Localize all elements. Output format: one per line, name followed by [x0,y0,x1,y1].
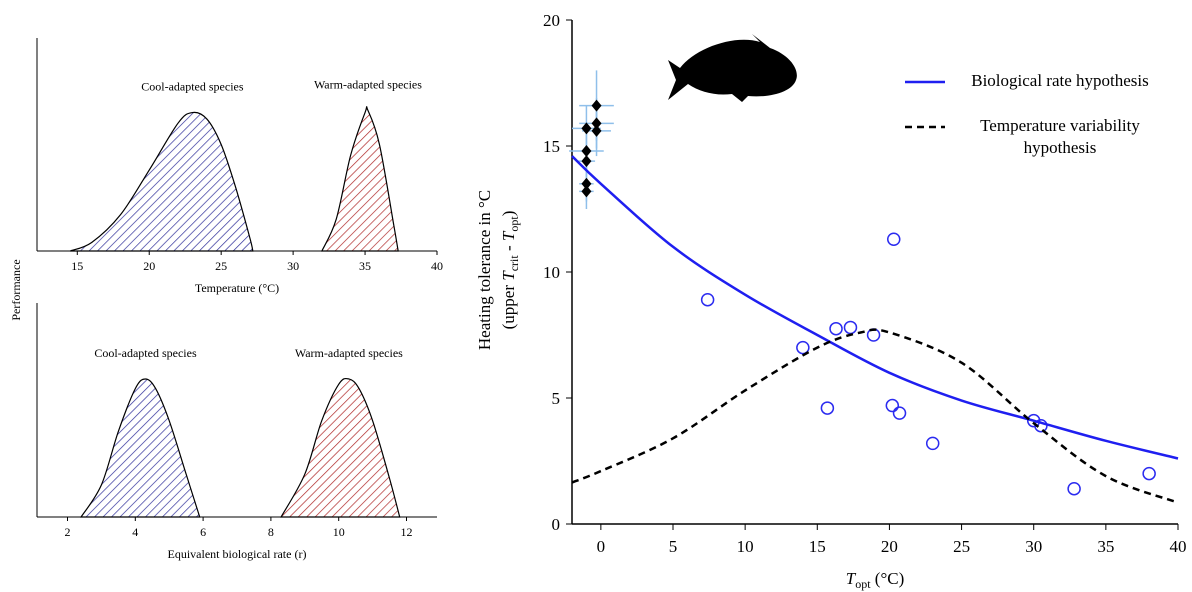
x-tick-label: 25 [953,537,970,556]
x-tick-label: 20 [881,537,898,556]
y-label-part: T [499,270,518,281]
legend-entry: Biological rate hypothesis [971,71,1149,90]
x-tick-label: 35 [1097,537,1114,556]
x-tick-label: 40 [431,259,443,273]
y-label-part: (upper [499,281,518,330]
y-label-part: T [499,230,518,241]
x-tick-label: 4 [132,525,138,539]
x-label-part: opt [855,577,871,591]
data-point [1026,413,1041,428]
x-tick-label: 15 [71,259,83,273]
y-label-part: ) [499,211,518,217]
legend-label: Temperature variability hypothesis [980,116,1140,157]
data-point [700,292,715,307]
data-point [820,401,835,415]
hypothesis-line [571,155,1179,460]
x-axis-label: Topt (°C) [846,569,905,591]
diamond-point [591,99,602,112]
data-point [892,406,907,420]
x-tick-label: 15 [809,537,826,556]
data-point [1067,481,1081,496]
y-tick-label: 0 [552,515,561,534]
x-label-part: T [846,569,857,588]
x-tick-label: 2 [65,525,71,539]
data-point [1142,466,1156,481]
diamond-point [581,122,592,135]
x-tick-label: 12 [400,525,412,539]
x-tick-label: 20 [143,259,155,273]
performance-curve [320,106,399,252]
x-tick-label: 35 [359,259,371,273]
diamond-point [581,145,592,158]
data-point [885,398,900,413]
data-point [796,340,810,355]
y-axis-label: Heating tolerance in °C [475,190,494,350]
x-tick-label: 0 [597,537,606,556]
x-tick-label: 6 [200,525,206,539]
x-label-part: (°C) [871,569,905,588]
x-tick-label: 10 [333,525,345,539]
series-label: Warm-adapted species [314,77,422,91]
diamond-point [581,155,592,168]
performance-curve [280,377,401,518]
diamond-point [591,124,602,137]
diamond-point [581,177,592,190]
y-tick-label: 5 [552,389,561,408]
hypothesis-line [571,328,1179,504]
x-axis-label: Temperature (°C) [195,281,279,295]
y-label-line: Heating tolerance in °C [475,190,494,350]
data-point [887,232,901,246]
x-tick-label: 10 [737,537,754,556]
y-label-part: opt [507,216,521,232]
x-tick-label: 5 [669,537,678,556]
data-point [829,321,843,336]
series-label: Warm-adapted species [295,346,403,360]
x-axis-label: Equivalent biological rate (r) [168,547,307,561]
y-label-part: - [499,241,518,255]
x-tick-label: 8 [268,525,274,539]
performance-curve [79,378,201,518]
diamond-point [581,185,592,198]
x-tick-label: 30 [287,259,299,273]
fish-icon [668,34,797,102]
legend-label: Biological rate hypothesis [971,71,1149,90]
series-label: Cool-adapted species [141,80,244,94]
y-tick-label: 15 [543,137,560,156]
data-point [925,436,940,451]
legend-entry: Temperature variability hypothesis [980,116,1140,157]
y-label-part: crit [507,255,521,272]
x-tick-label: 40 [1170,537,1187,556]
series-label: Cool-adapted species [94,346,197,360]
performance-curve [69,111,254,252]
y-axis-label: Performance [9,259,23,320]
y-tick-label: 10 [543,263,560,282]
x-tick-label: 25 [215,259,227,273]
y-axis-label: (upper Tcrit - Topt) [499,211,521,330]
diamond-point [591,117,602,130]
y-tick-label: 20 [543,11,560,30]
x-tick-label: 30 [1025,537,1042,556]
data-point [843,320,858,335]
